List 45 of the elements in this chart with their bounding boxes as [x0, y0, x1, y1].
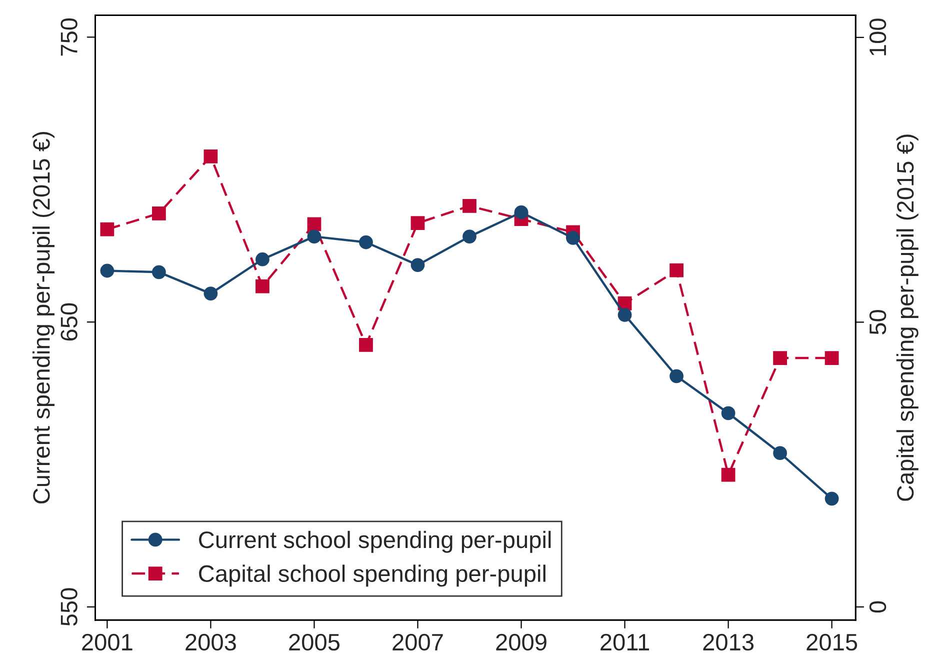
point [204, 149, 218, 164]
y2-axis-title: Capital spending per-pupil (2015 €) [896, 134, 918, 501]
legend-label: Capital school spending per-pupil [199, 564, 546, 587]
x-tick-label: 2007 [392, 634, 443, 651]
point [256, 252, 270, 266]
y2-tick-label: 0 [869, 601, 886, 613]
x-tick-label: 2013 [703, 634, 754, 651]
point [566, 231, 580, 245]
point [773, 351, 787, 365]
point [462, 199, 476, 213]
point [152, 206, 166, 220]
point [256, 279, 270, 294]
point [204, 286, 218, 300]
point [514, 205, 528, 220]
point [670, 369, 684, 384]
legend-label: Current school spending per-pupil [199, 530, 551, 553]
x-tick-label: 2005 [289, 634, 340, 651]
y2-tick-label: 50 [869, 310, 886, 334]
point [359, 338, 373, 352]
point [824, 351, 839, 365]
point [824, 492, 839, 506]
point [773, 446, 787, 460]
point [100, 264, 114, 278]
x-tick-label: 2015 [806, 634, 858, 651]
point [670, 263, 684, 278]
point [410, 216, 425, 230]
point [307, 217, 322, 232]
x-tick-label: 2001 [82, 634, 132, 651]
point [410, 258, 425, 272]
point [462, 230, 476, 244]
point [721, 406, 736, 420]
point [307, 230, 322, 244]
point [100, 222, 114, 236]
point [721, 468, 736, 482]
point [152, 265, 166, 280]
y-axis-title: Current spending per-pupil (2015 €) [32, 132, 55, 504]
point [618, 308, 632, 322]
x-tick-label: 2011 [600, 634, 650, 651]
x-tick-label: 2009 [496, 634, 546, 651]
point [359, 235, 373, 250]
y-tick-label: 750 [60, 18, 78, 56]
y2-tick-label: 100 [869, 18, 886, 56]
y-tick-label: 550 [60, 588, 78, 626]
y-tick-label: 650 [60, 303, 78, 341]
x-tick-label: 2003 [186, 634, 236, 651]
